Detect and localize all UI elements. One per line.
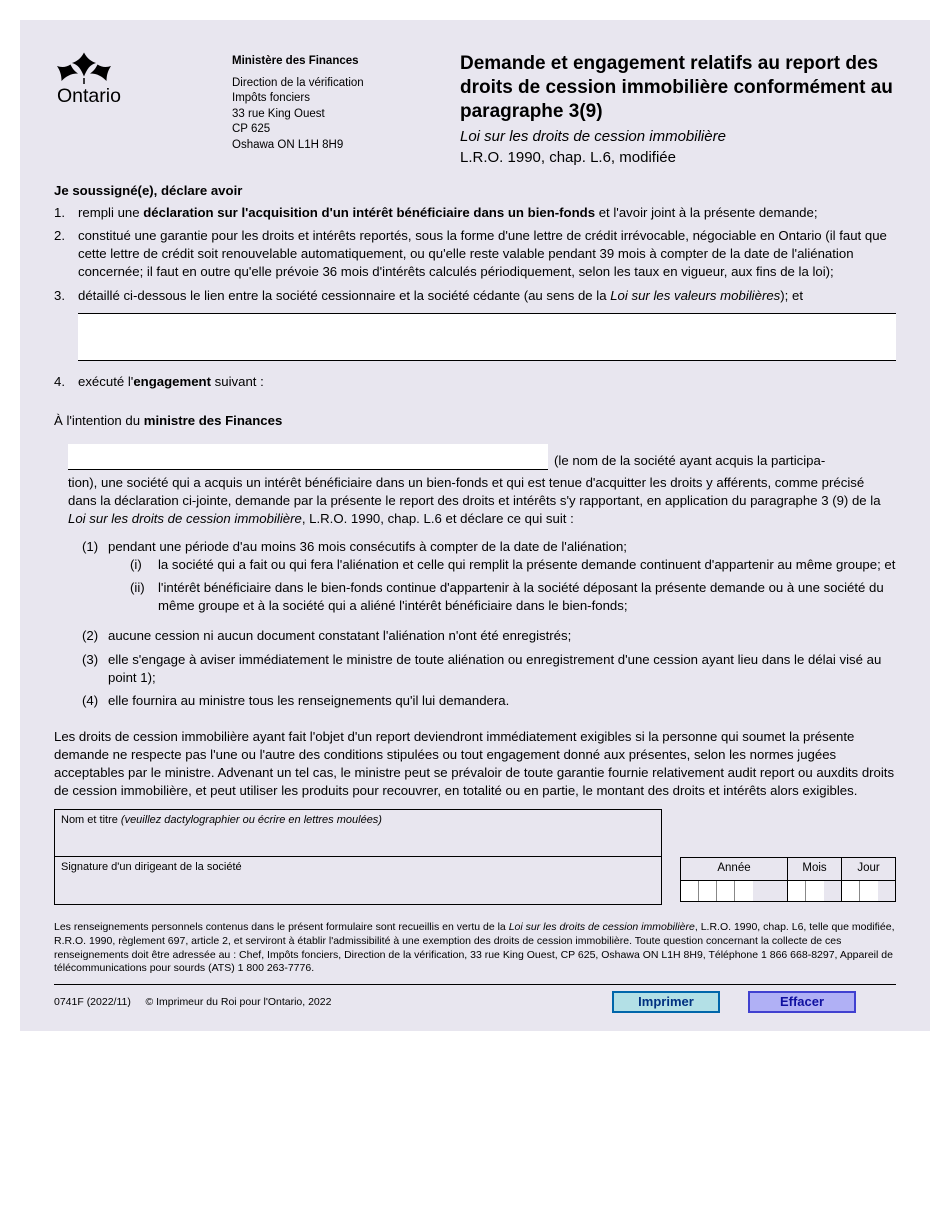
clause: (4)elle fournira au ministre tous les re… — [82, 692, 896, 710]
body-paragraph: tion), une société qui a acquis un intér… — [68, 474, 896, 527]
list-item: 2. constitué une garantie pour les droit… — [54, 227, 896, 280]
form-page: Ontario Ministère des Finances Direction… — [20, 20, 930, 1031]
date-box: Année Mois Jour — [680, 857, 896, 902]
ministry-line: Impôts fonciers — [232, 91, 442, 107]
subclause: (ii)l'intérêt bénéficiaire dans le bien-… — [130, 579, 896, 615]
ministry-line: Direction de la vérification — [232, 76, 442, 92]
ministry-address: Ministère des Finances Direction de la v… — [232, 48, 442, 168]
signature-left: Nom et titre (veuillez dactylographier o… — [54, 809, 662, 905]
ministry-line: 33 rue King Ouest — [232, 107, 442, 123]
subclause-list: (i)la société qui a fait ou qui fera l'a… — [108, 556, 896, 615]
company-name-input[interactable] — [68, 444, 548, 470]
date-year-label: Année — [681, 858, 788, 880]
declaration-list-cont: 4. exécuté l'engagement suivant : — [54, 373, 896, 391]
signature-row: Nom et titre (veuillez dactylographier o… — [54, 809, 896, 905]
day-cells[interactable] — [842, 881, 895, 901]
clause: (1) pendant une période d'au moins 36 mo… — [82, 538, 896, 621]
divider — [54, 984, 896, 985]
list-item: 3. détaillé ci-dessous le lien entre la … — [54, 287, 896, 305]
button-group: Imprimer Effacer — [612, 991, 856, 1013]
ontario-wordmark: Ontario — [57, 85, 121, 107]
final-paragraph: Les droits de cession immobilière ayant … — [54, 728, 896, 799]
clear-button[interactable]: Effacer — [748, 991, 856, 1013]
date-day-label: Jour — [842, 858, 895, 880]
trillium-icon: Ontario — [54, 48, 174, 108]
footer-left: 0741F (2022/11) © Imprimeur du Roi pour … — [54, 995, 331, 1009]
company-suffix: (le nom de la société ayant acquis la pa… — [554, 452, 825, 470]
list-item: 4. exécuté l'engagement suivant : — [54, 373, 896, 391]
form-title: Demande et engagement relatifs au report… — [460, 52, 896, 123]
name-title-input[interactable]: Nom et titre (veuillez dactylographier o… — [54, 809, 662, 857]
form-number: 0741F (2022/11) — [54, 996, 131, 1008]
date-month-label: Mois — [788, 858, 842, 880]
fine-print: Les renseignements personnels contenus d… — [54, 921, 896, 976]
declaration-heading: Je soussigné(e), déclare avoir — [54, 182, 896, 200]
ministry-line: CP 625 — [232, 122, 442, 138]
list-item: 1. rempli une déclaration sur l'acquisit… — [54, 204, 896, 222]
year-cells[interactable] — [681, 881, 788, 901]
title-block: Demande et engagement relatifs au report… — [460, 48, 896, 168]
clause: (3)elle s'engage à aviser immédiatement … — [82, 651, 896, 687]
date-cells — [681, 880, 895, 901]
relationship-input[interactable] — [78, 313, 896, 361]
clauses-list: (1) pendant une période d'au moins 36 mo… — [54, 538, 896, 711]
declaration-list: 1. rempli une déclaration sur l'acquisit… — [54, 204, 896, 305]
clause: (2)aucune cession ni aucun document cons… — [82, 627, 896, 645]
form-citation: L.R.O. 1990, chap. L.6, modifiée — [460, 148, 896, 168]
month-cells[interactable] — [788, 881, 842, 901]
header: Ontario Ministère des Finances Direction… — [54, 48, 896, 168]
copyright: © Imprimeur du Roi pour l'Ontario, 2022 — [145, 996, 331, 1008]
ministry-title: Ministère des Finances — [232, 54, 442, 70]
print-button[interactable]: Imprimer — [612, 991, 720, 1013]
attention-line: À l'intention du ministre des Finances — [54, 412, 896, 430]
ministry-line: Oshawa ON L1H 8H9 — [232, 138, 442, 154]
date-header: Année Mois Jour — [681, 858, 895, 880]
company-name-line: (le nom de la société ayant acquis la pa… — [54, 444, 896, 470]
subclause: (i)la société qui a fait ou qui fera l'a… — [130, 556, 896, 574]
signature-input[interactable]: Signature d'un dirigeant de la société — [54, 857, 662, 905]
ontario-logo: Ontario — [54, 48, 214, 168]
form-subtitle: Loi sur les droits de cession immobilièr… — [460, 127, 896, 147]
footer-row: 0741F (2022/11) © Imprimeur du Roi pour … — [54, 991, 896, 1013]
